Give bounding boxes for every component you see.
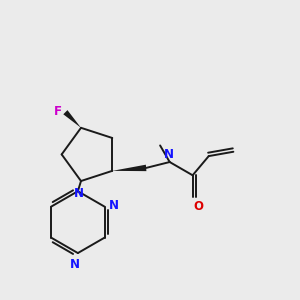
Text: N: N [70,258,80,272]
Polygon shape [63,110,81,128]
Text: F: F [54,104,61,118]
Polygon shape [112,165,146,171]
Text: N: N [164,148,174,161]
Text: N: N [74,187,84,200]
Text: O: O [194,200,204,213]
Text: N: N [109,199,118,212]
